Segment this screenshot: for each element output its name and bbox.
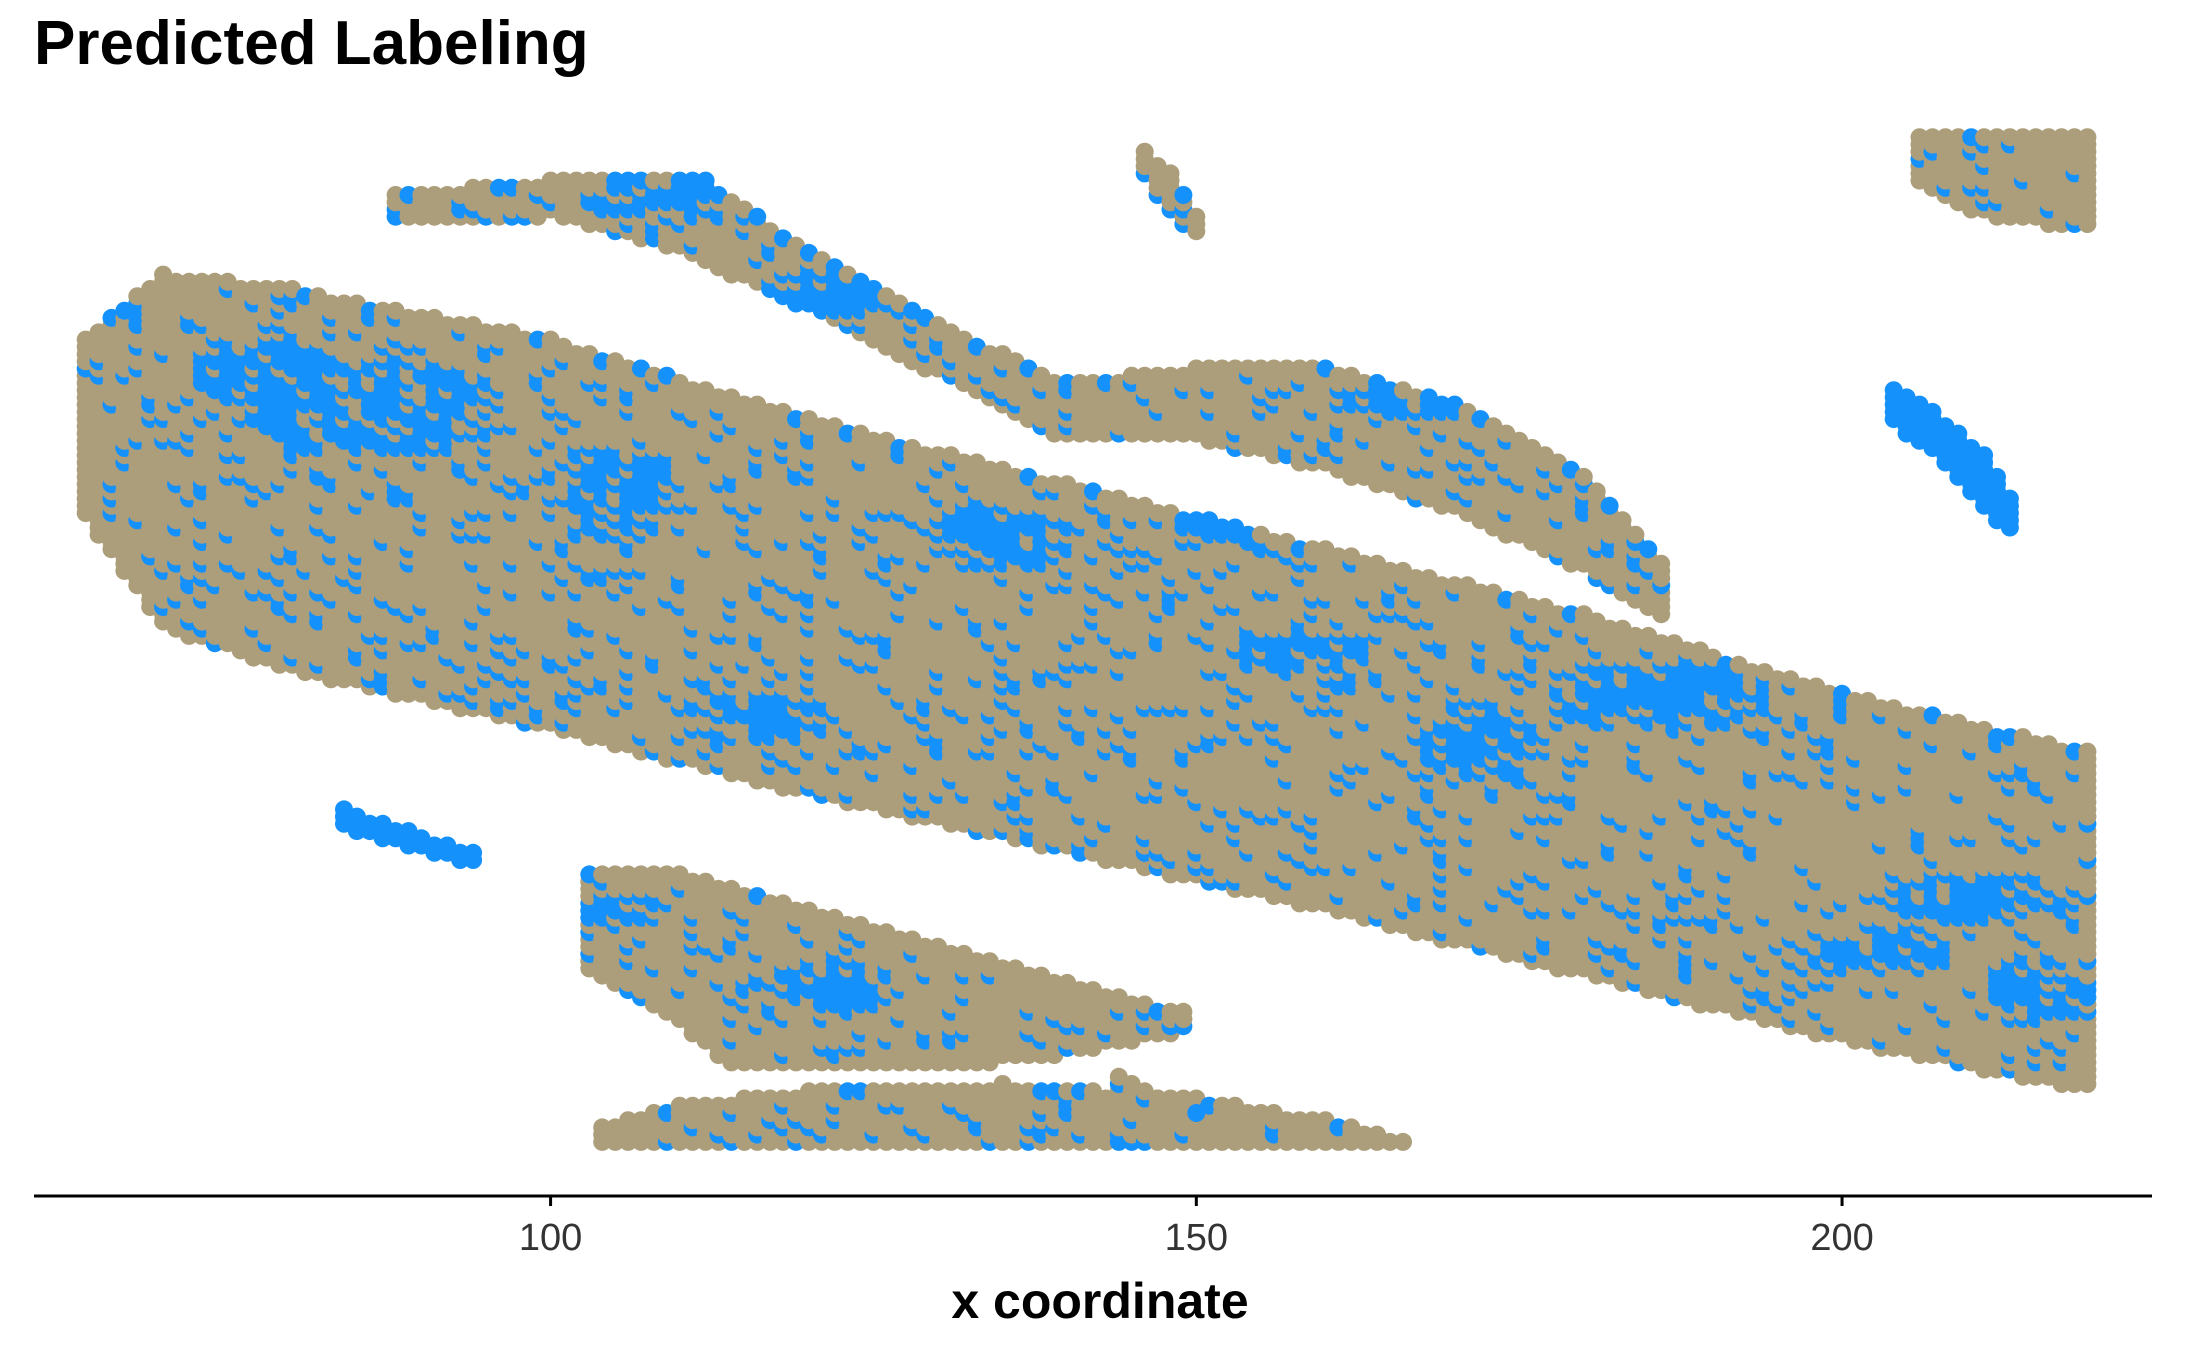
data-points <box>76 128 2097 1151</box>
chart-title: Predicted Labeling <box>34 9 589 78</box>
